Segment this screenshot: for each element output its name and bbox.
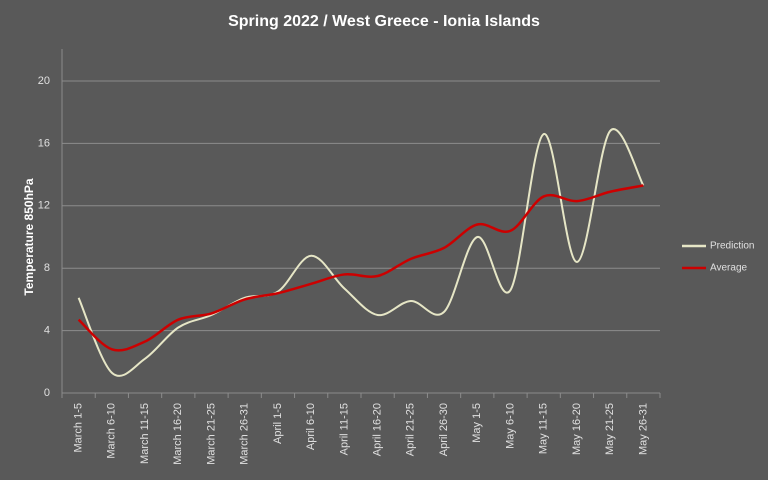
- x-tick-label: April 1-5: [272, 403, 284, 444]
- x-tick-label: March 16-20: [172, 403, 184, 465]
- y-tick-label: 8: [44, 262, 50, 274]
- y-axis-label: Temperature 850hPa: [22, 178, 36, 295]
- x-tick-label: April 6-10: [305, 403, 317, 450]
- x-tick-label: May 21-25: [604, 403, 616, 455]
- y-tick-label: 12: [38, 200, 50, 212]
- legend-label: Average: [710, 263, 748, 274]
- x-tick-label: March 26-31: [239, 403, 251, 465]
- x-tick-label: March 11-15: [139, 403, 151, 464]
- chart-title: Spring 2022 / West Greece - Ionia Island…: [228, 13, 540, 30]
- x-tick-label: May 16-20: [571, 403, 583, 455]
- x-tick-label: May 6-10: [504, 403, 516, 449]
- x-tick-label: March 21-25: [205, 403, 217, 465]
- x-tick-label: May 26-31: [637, 403, 649, 455]
- x-tick-label: April 11-15: [338, 403, 350, 455]
- y-tick-label: 16: [38, 137, 50, 149]
- x-tick-label: May 11-15: [538, 403, 550, 454]
- x-tick-label: April 21-25: [405, 403, 417, 456]
- x-tick-label: March 1-5: [73, 403, 85, 453]
- series-line: [77, 128, 645, 377]
- x-tick-label: May 1-5: [471, 403, 483, 443]
- y-tick-label: 0: [44, 387, 50, 399]
- x-tick-label: April 26-30: [438, 403, 450, 456]
- series-line: [77, 184, 644, 352]
- x-tick-label: April 16-20: [372, 403, 384, 456]
- legend-label: Prediction: [710, 241, 754, 252]
- y-tick-label: 20: [38, 75, 50, 87]
- x-tick-label: March 6-10: [106, 403, 118, 459]
- y-tick-label: 4: [44, 325, 50, 337]
